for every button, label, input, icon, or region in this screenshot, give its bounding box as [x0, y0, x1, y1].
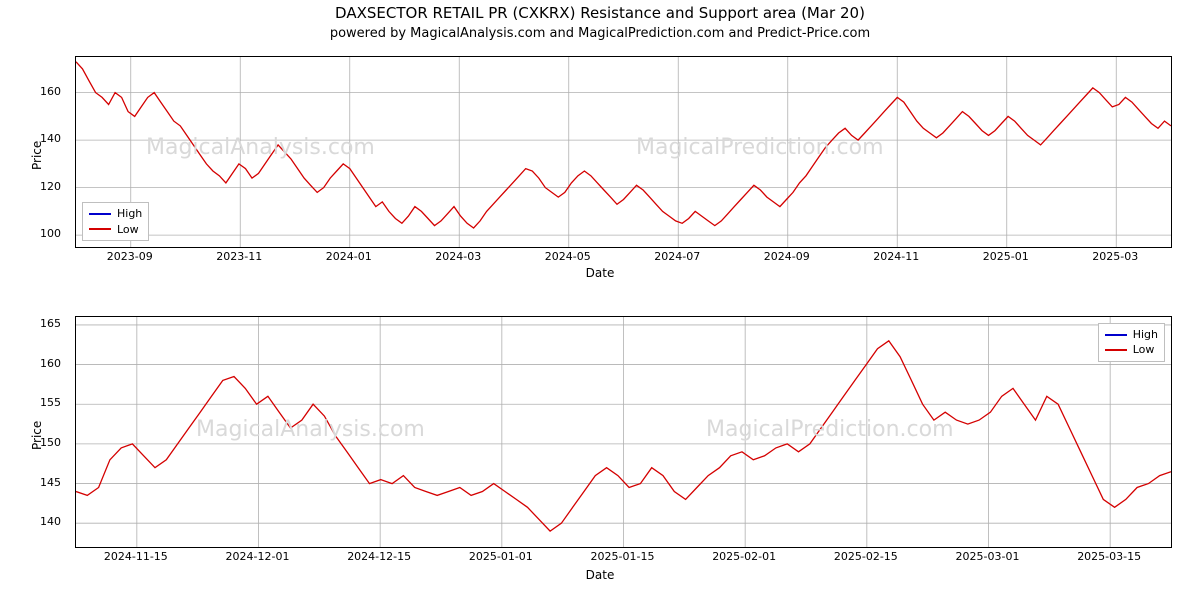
bottom-chart-svg: [76, 317, 1171, 547]
xtick: 2025-03: [1092, 250, 1138, 263]
xtick: 2024-03: [435, 250, 481, 263]
xtick: 2024-09: [764, 250, 810, 263]
legend-label: High: [117, 206, 142, 221]
chart-subtitle: powered by MagicalAnalysis.com and Magic…: [0, 26, 1200, 41]
xtick: 2024-12-15: [347, 550, 411, 563]
xtick: 2025-03-15: [1077, 550, 1141, 563]
legend-item: Low: [89, 222, 142, 237]
legend-item: High: [1105, 327, 1158, 342]
legend-item: High: [89, 206, 142, 221]
xtick: 2025-01-01: [469, 550, 533, 563]
xtick: 2024-11: [873, 250, 919, 263]
legend-bottom: HighLow: [1098, 323, 1165, 362]
xtick: 2023-11: [216, 250, 262, 263]
xtick: 2025-02-15: [834, 550, 898, 563]
legend-swatch: [1105, 334, 1127, 336]
figure: DAXSECTOR RETAIL PR (CXKRX) Resistance a…: [0, 0, 1200, 600]
bottom-chart-panel: MagicalAnalysis.com MagicalPrediction.co…: [75, 316, 1172, 548]
xtick: 2025-01: [983, 250, 1029, 263]
legend-swatch: [89, 213, 111, 215]
xlabel-top: Date: [586, 266, 615, 280]
xlabel-bottom: Date: [586, 568, 615, 582]
top-chart-panel: MagicalAnalysis.com MagicalPrediction.co…: [75, 56, 1172, 248]
xtick: 2025-01-15: [591, 550, 655, 563]
xtick: 2024-11-15: [104, 550, 168, 563]
legend-swatch: [1105, 349, 1127, 351]
xtick: 2024-01: [326, 250, 372, 263]
top-chart-svg: [76, 57, 1171, 247]
xtick: 2025-02-01: [712, 550, 776, 563]
chart-title: DAXSECTOR RETAIL PR (CXKRX) Resistance a…: [0, 4, 1200, 22]
xtick: 2023-09: [107, 250, 153, 263]
xtick: 2024-07: [654, 250, 700, 263]
xtick: 2024-05: [545, 250, 591, 263]
legend-top: HighLow: [82, 202, 149, 241]
legend-swatch: [89, 228, 111, 230]
xtick: 2025-03-01: [956, 550, 1020, 563]
xtick: 2024-12-01: [226, 550, 290, 563]
legend-item: Low: [1105, 342, 1158, 357]
legend-label: High: [1133, 327, 1158, 342]
legend-label: Low: [117, 222, 139, 237]
legend-label: Low: [1133, 342, 1155, 357]
